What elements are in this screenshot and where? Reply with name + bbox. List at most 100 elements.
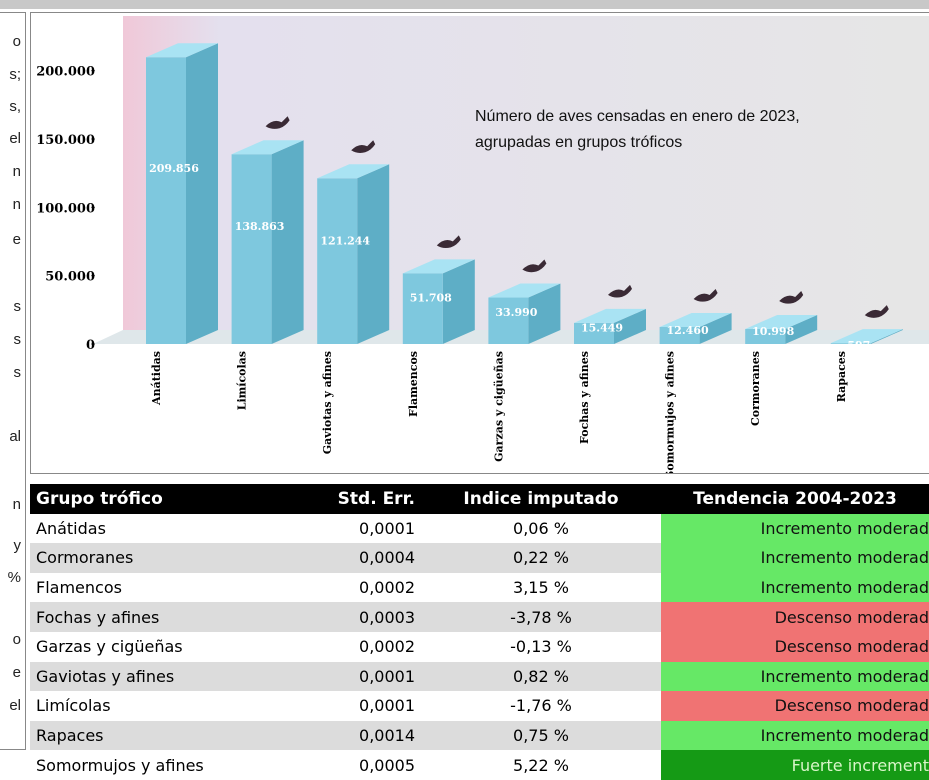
value-label: 12.460 <box>667 324 709 337</box>
side-text: y <box>13 537 22 554</box>
side-text: el <box>9 130 21 147</box>
bar <box>574 308 646 344</box>
table-cell: Descenso moderad <box>661 691 929 721</box>
top-bar <box>0 0 929 9</box>
table-cell: -3,78 % <box>421 602 661 632</box>
side-text: e <box>12 664 21 681</box>
value-label: 15.449 <box>581 321 623 334</box>
bar <box>402 259 475 344</box>
bar-front <box>574 322 614 344</box>
bird-icon <box>522 259 547 273</box>
table-row: Gaviotas y afines 0,0001 0,82 % Incremento … <box>30 661 929 692</box>
y-tick-label: 200.000 <box>36 65 95 80</box>
side-text: n <box>12 163 21 180</box>
bird-icon <box>436 235 461 248</box>
header-cell: Grupo trófico <box>30 484 283 514</box>
bar-side <box>614 308 646 344</box>
bird-icon <box>779 290 804 304</box>
side-text: s <box>13 331 22 348</box>
table-cell: Incremento moderad <box>661 572 929 603</box>
value-label: 138.863 <box>235 220 285 233</box>
bird-icon <box>351 140 376 153</box>
value-label: 51.708 <box>410 292 452 305</box>
x-tick-label: Somormujos y afines <box>664 351 677 474</box>
bar-front <box>488 297 529 344</box>
bar-top <box>488 283 561 298</box>
bar-side <box>699 312 732 344</box>
bar-top <box>231 140 304 155</box>
value-label: 209.856 <box>149 162 199 175</box>
header-row: Grupo trófico Std. Err. Indice imputado Ten… <box>30 484 929 514</box>
table-cell: 0,0005 <box>359 755 415 775</box>
bar-top <box>830 329 903 344</box>
table-cell: 0,0002 <box>359 578 415 598</box>
table-cell: Incremento moderad <box>661 661 929 692</box>
side-text: % <box>7 569 21 586</box>
bar-side <box>870 329 903 344</box>
bar-front <box>659 326 700 344</box>
bird-icon <box>864 305 889 318</box>
bird-icon <box>265 116 290 129</box>
table-cell: 0,0001 <box>283 661 421 692</box>
table-cell: Fuerte increment <box>661 750 929 780</box>
table-row: Anátidas 0,0001 0,06 % Incremento moderad <box>30 513 929 544</box>
table-cell: Incremento moderad <box>661 543 929 573</box>
value-label: 33.990 <box>495 306 537 319</box>
table-cell: Incremento moderad <box>661 513 929 544</box>
table-cell: Garzas y cigüeñas <box>36 637 183 657</box>
table-cell: 0,0014 <box>283 720 421 751</box>
table-cell: Incremento moderad <box>661 720 929 751</box>
table-cell: Descenso moderad <box>661 631 929 662</box>
bar-top <box>745 314 818 329</box>
bar-front <box>830 343 871 344</box>
side-text: el <box>9 697 21 714</box>
bar-side <box>785 314 818 344</box>
bar-side <box>186 43 218 344</box>
table-cell: 0,0002 <box>359 637 415 657</box>
side-text: s <box>13 364 22 381</box>
table-cell: Descenso moderad <box>661 602 929 632</box>
bar-top <box>402 259 475 274</box>
y-tick-label: 50.000 <box>45 270 95 285</box>
bar <box>830 329 903 344</box>
side-text: s, <box>9 98 21 115</box>
table-cell: 0,75 % <box>421 720 661 751</box>
bird-icon <box>608 284 632 298</box>
bar <box>488 283 561 344</box>
y-tick-label: 0 <box>86 338 95 353</box>
bar <box>146 43 218 344</box>
bar <box>317 164 390 344</box>
value-label: 10.998 <box>752 325 794 338</box>
bar-top <box>146 43 218 58</box>
side-text: s <box>13 298 22 315</box>
x-tick-label: Cormoranes <box>749 351 762 426</box>
header-cell: Tendencia 2004-2023 <box>661 484 929 514</box>
bar-front <box>745 328 786 344</box>
table-cell: Somormujos y afines <box>36 755 204 775</box>
bar-side <box>442 259 475 344</box>
side-text: s; <box>9 66 21 83</box>
table-cell: 0,82 % <box>421 661 661 692</box>
bar-side <box>357 164 390 344</box>
table-cell: Rapaces <box>30 720 283 751</box>
side-text: e <box>12 231 21 248</box>
side-text: al <box>9 428 21 445</box>
x-tick-label: Limícolas <box>236 351 249 410</box>
bar-front <box>317 178 358 344</box>
bar <box>231 140 304 344</box>
table-cell: 0,0001 <box>359 518 415 538</box>
table-row: Garzas y cigüeñas 0,0002 -0,13 % Descenso m… <box>30 631 929 662</box>
table-cell: -1,76 % <box>510 696 572 716</box>
bar-front <box>402 273 443 344</box>
table-cell: 0,0004 <box>283 543 421 573</box>
header-cell: Std. Err. <box>283 484 421 514</box>
bar <box>659 312 732 344</box>
annotation: Número de aves censadas en enero de 2023… <box>475 108 800 151</box>
trend-table: Grupo trófico Std. Err. Indice imputado Ten… <box>30 484 929 780</box>
x-tick-label: Anátidas <box>150 351 163 406</box>
x-tick-label: Rapaces <box>835 351 848 402</box>
side-text: o <box>12 631 21 648</box>
bar-side <box>528 283 561 344</box>
table-cell: 0,0001 <box>359 696 415 716</box>
